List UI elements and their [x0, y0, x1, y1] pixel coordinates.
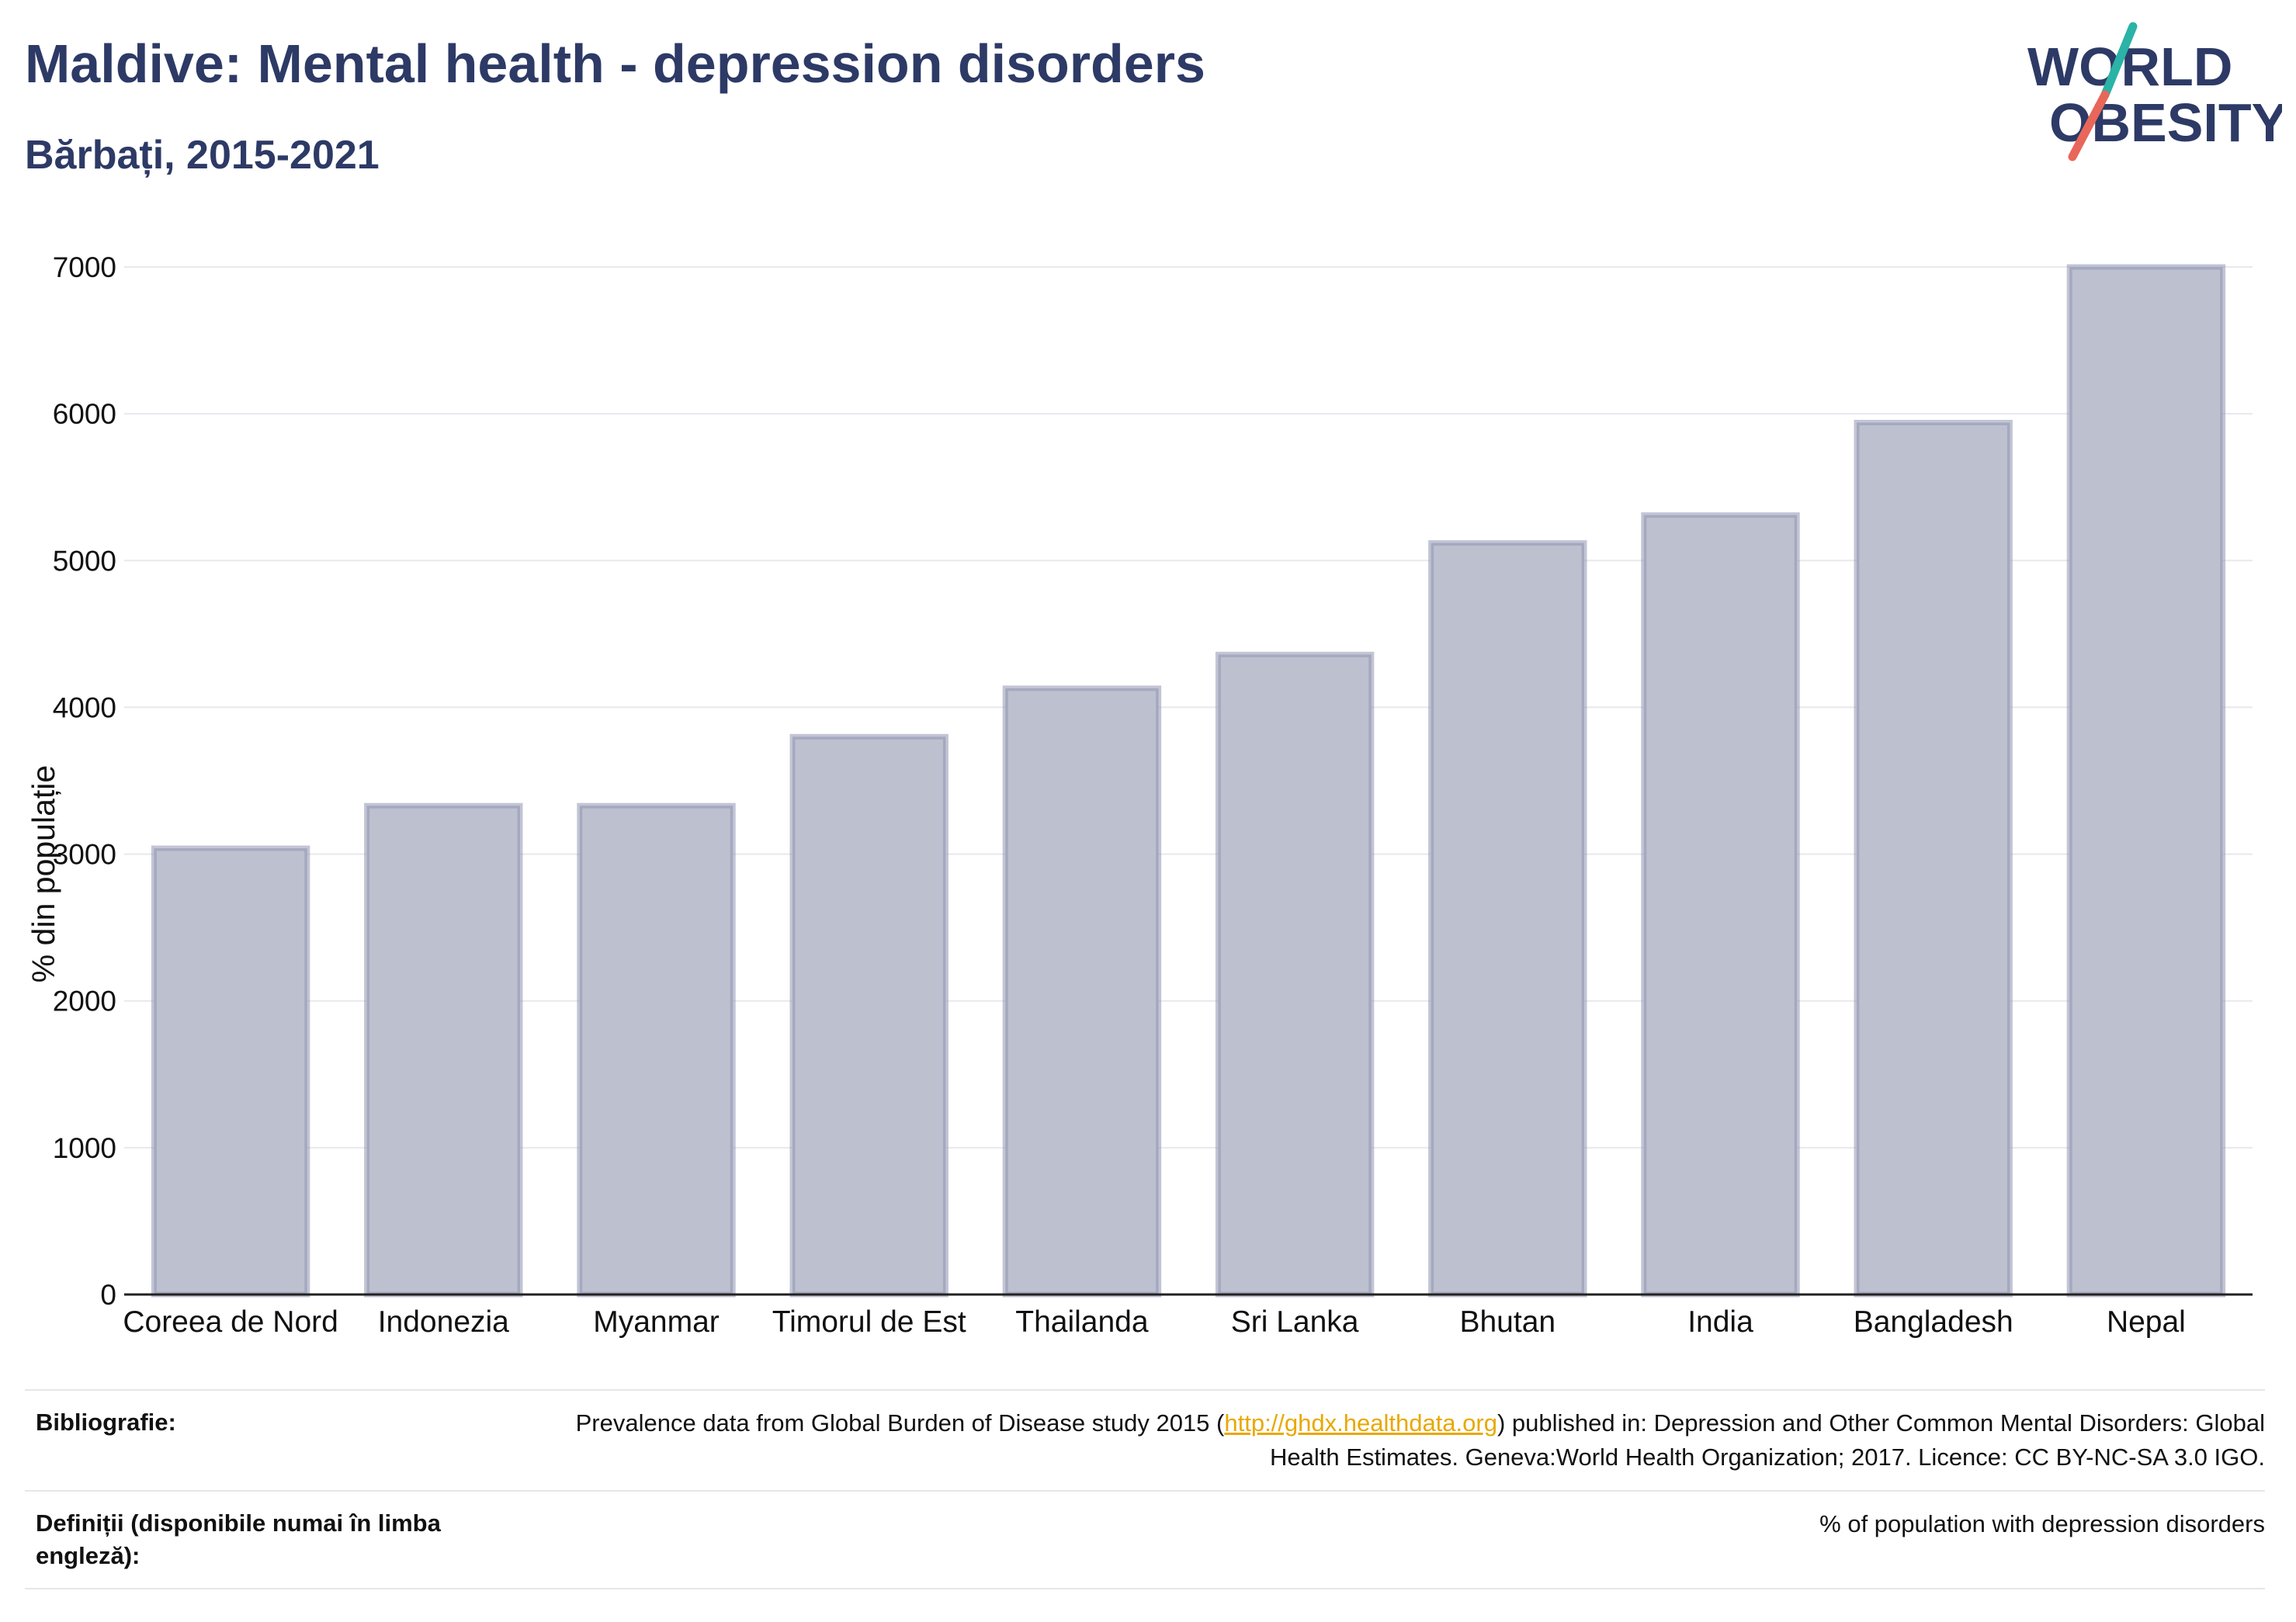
bar[interactable] — [1641, 512, 1800, 1298]
footer-notes: Bibliografie: Prevalence data from Globa… — [25, 1389, 2265, 1589]
bar[interactable] — [789, 733, 949, 1298]
y-tick-label: 6000 — [53, 398, 116, 430]
bibliography-text: Prevalence data from Global Burden of Di… — [557, 1406, 2265, 1475]
bibliography-text-end: ) published in: Depression and Other Com… — [1270, 1409, 2265, 1471]
y-tick-label: 0 — [100, 1279, 116, 1311]
y-tick-label: 2000 — [53, 986, 116, 1017]
x-tick-label: Bangladesh — [1854, 1305, 2013, 1339]
bar[interactable] — [364, 802, 523, 1298]
y-tick-label: 7000 — [53, 251, 116, 283]
bar[interactable] — [2066, 264, 2226, 1298]
y-axis-label: % din populație — [26, 765, 61, 983]
definitions-row: Definiții (disponibile numai în limba en… — [25, 1490, 2265, 1589]
x-tick-label: Thailanda — [1015, 1305, 1149, 1339]
logo-word-world: WORLD — [2027, 36, 2232, 97]
bar-chart: 0 1000 2000 3000 4000 5000 6000 7000 Coreea de … — [26, 251, 2253, 1339]
bar[interactable] — [1002, 685, 1162, 1298]
chart-title: Maldive: Mental health - depression diso… — [25, 33, 1205, 94]
x-tick-label: Nepal — [2107, 1305, 2186, 1339]
definitions-label: Definiții (disponibile numai în limba en… — [36, 1509, 441, 1569]
bar[interactable] — [1854, 419, 2013, 1298]
bibliography-link[interactable]: http://ghdx.healthdata.org — [1224, 1409, 1497, 1437]
bar[interactable] — [151, 845, 310, 1298]
logo-slash-coral — [2068, 90, 2110, 161]
y-tick-label: 1000 — [53, 1132, 116, 1164]
bibliography-row: Bibliografie: Prevalence data from Globa… — [25, 1389, 2265, 1490]
y-axis-ticks: 0 1000 2000 3000 4000 5000 6000 7000 — [53, 251, 116, 1311]
x-axis-ticks: Coreea de Nord Indonezia Myanmar Timorul de… — [123, 1305, 2186, 1339]
definitions-text: % of population with depression disorder… — [1819, 1510, 2265, 1537]
x-tick-label: Sri Lanka — [1231, 1305, 1359, 1339]
bar[interactable] — [1215, 651, 1375, 1298]
x-tick-label: India — [1687, 1305, 1753, 1339]
world-obesity-logo: WORLD OBESITY — [2027, 22, 2282, 161]
chart-subtitle: Bărbați, 2015-2021 — [25, 133, 380, 178]
x-tick-label: Myanmar — [593, 1305, 720, 1339]
bibliography-label: Bibliografie: — [36, 1409, 176, 1436]
logo-slash-teal — [2100, 22, 2138, 99]
bibliography-text-start: Prevalence data from Global Burden of Di… — [575, 1409, 1225, 1437]
y-tick-label: 3000 — [53, 839, 116, 871]
x-tick-label: Timorul de Est — [772, 1305, 966, 1339]
y-tick-label: 5000 — [53, 545, 116, 577]
x-tick-label: Bhutan — [1459, 1305, 1556, 1339]
x-tick-label: Indonezia — [378, 1305, 509, 1339]
x-tick-label: Coreea de Nord — [123, 1305, 338, 1339]
bars — [151, 264, 2226, 1298]
bar[interactable] — [1428, 540, 1587, 1298]
y-tick-label: 4000 — [53, 691, 116, 723]
bar[interactable] — [577, 802, 736, 1298]
